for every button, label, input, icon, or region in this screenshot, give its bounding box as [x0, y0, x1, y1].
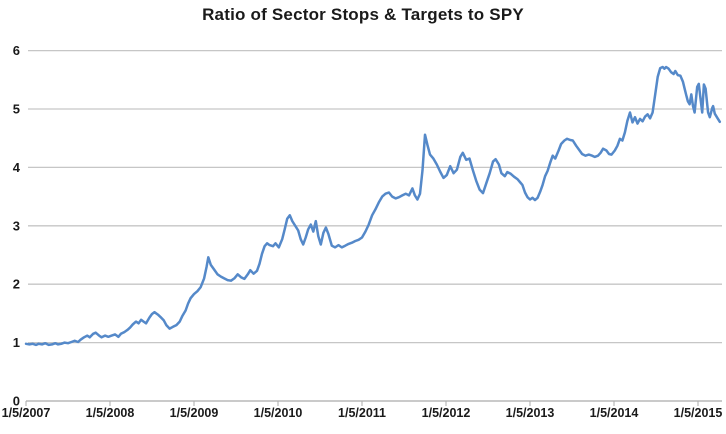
x-axis-label-1/5/2012: 1/5/2012 — [422, 406, 471, 420]
x-axis-label-1/5/2013: 1/5/2013 — [506, 406, 555, 420]
y-axis-label-4: 4 — [13, 160, 21, 175]
x-axis-label-1/5/2009: 1/5/2009 — [170, 406, 219, 420]
ratio-line-series — [24, 65, 722, 347]
y-axis-label-6: 6 — [13, 43, 20, 58]
x-axis-label-1/5/2007: 1/5/2007 — [2, 406, 51, 420]
y-axis-label-3: 3 — [13, 218, 20, 233]
x-axis-label-1/5/2008: 1/5/2008 — [86, 406, 135, 420]
x-axis-label-1/5/2010: 1/5/2010 — [254, 406, 303, 420]
x-axis-label-1/5/2011: 1/5/2011 — [338, 406, 386, 420]
x-axis-label-1/5/2015: 1/5/2015 — [674, 406, 723, 420]
y-axis-label-2: 2 — [13, 277, 20, 292]
y-axis-label-1: 1 — [13, 335, 20, 350]
chart-title: Ratio of Sector Stops & Targets to SPY — [202, 5, 524, 24]
x-axis-label-1/5/2014: 1/5/2014 — [590, 406, 639, 420]
y-axis-label-5: 5 — [13, 102, 20, 117]
y-axis-label-0: 0 — [13, 394, 20, 409]
